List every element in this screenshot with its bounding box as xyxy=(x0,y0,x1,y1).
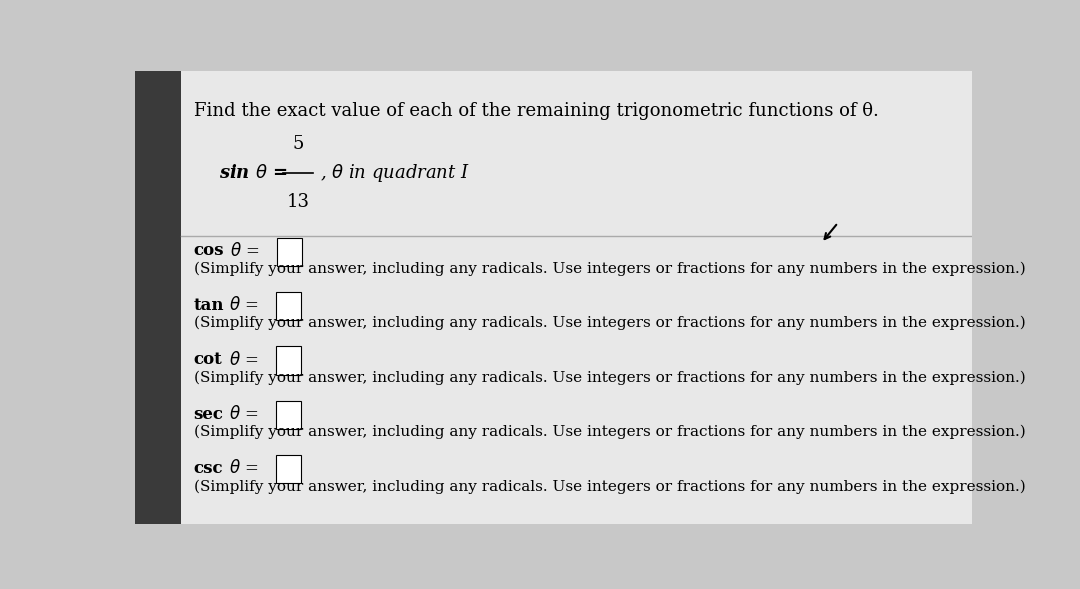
FancyBboxPatch shape xyxy=(181,71,972,524)
Text: $\theta$ =: $\theta$ = xyxy=(224,405,260,423)
FancyBboxPatch shape xyxy=(275,455,300,484)
Text: cos: cos xyxy=(193,242,224,259)
Text: $\theta$ =: $\theta$ = xyxy=(224,296,260,314)
Text: 5: 5 xyxy=(293,135,303,153)
Text: Find the exact value of each of the remaining trigonometric functions of θ.: Find the exact value of each of the rema… xyxy=(193,102,878,120)
Text: (Simplify your answer, including any radicals. Use integers or fractions for any: (Simplify your answer, including any rad… xyxy=(193,479,1025,494)
Text: (Simplify your answer, including any radicals. Use integers or fractions for any: (Simplify your answer, including any rad… xyxy=(193,316,1025,330)
FancyBboxPatch shape xyxy=(135,71,181,524)
Text: $\theta$ =: $\theta$ = xyxy=(226,241,262,260)
Text: sin $\theta$ =: sin $\theta$ = xyxy=(218,164,289,182)
FancyBboxPatch shape xyxy=(275,292,300,320)
FancyBboxPatch shape xyxy=(275,346,300,375)
Text: cot: cot xyxy=(193,351,222,368)
Text: $\theta$ =: $\theta$ = xyxy=(224,350,260,369)
Text: $\theta$ =: $\theta$ = xyxy=(224,459,260,478)
Text: 13: 13 xyxy=(286,193,310,211)
Text: (Simplify your answer, including any radicals. Use integers or fractions for any: (Simplify your answer, including any rad… xyxy=(193,425,1025,439)
Text: , $\theta$ in quadrant I: , $\theta$ in quadrant I xyxy=(320,162,470,184)
Text: csc: csc xyxy=(193,460,224,477)
Text: (Simplify your answer, including any radicals. Use integers or fractions for any: (Simplify your answer, including any rad… xyxy=(193,370,1025,385)
Text: (Simplify your answer, including any radicals. Use integers or fractions for any: (Simplify your answer, including any rad… xyxy=(193,262,1025,276)
Text: sec: sec xyxy=(193,405,224,422)
Text: tan: tan xyxy=(193,297,224,314)
FancyBboxPatch shape xyxy=(278,237,302,266)
FancyBboxPatch shape xyxy=(275,401,300,429)
